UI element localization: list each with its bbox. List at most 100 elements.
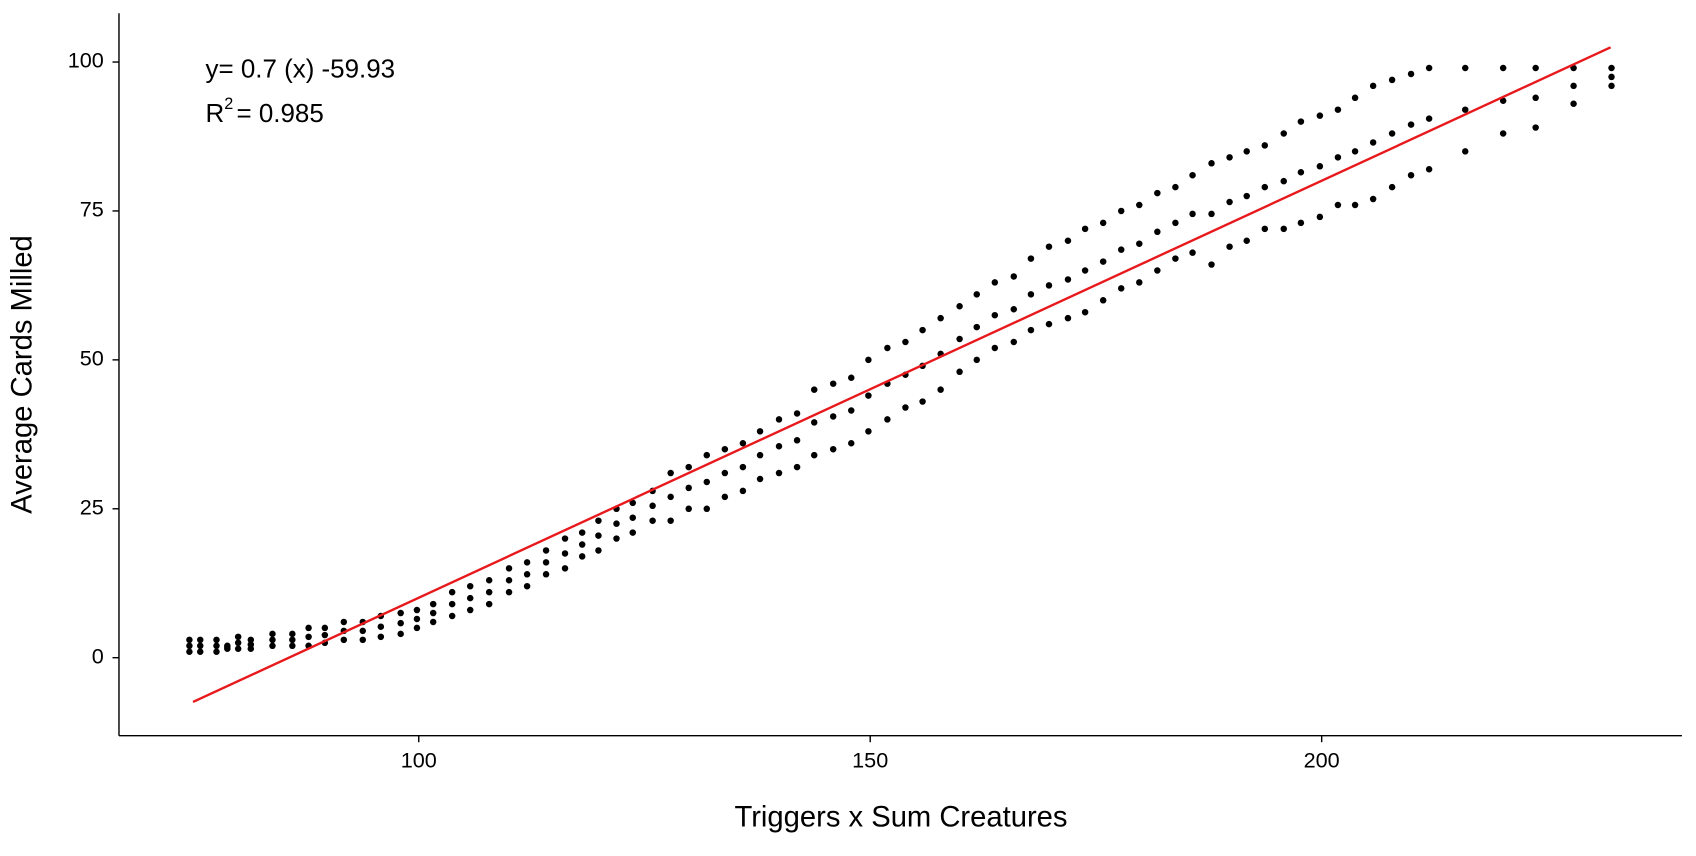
point	[973, 323, 981, 331]
point	[186, 642, 193, 650]
point	[703, 478, 711, 486]
point	[413, 624, 421, 632]
point	[1045, 243, 1053, 250]
point	[1570, 100, 1577, 107]
point	[829, 413, 837, 420]
point	[505, 577, 513, 584]
point	[865, 392, 872, 399]
point	[1425, 115, 1433, 122]
point	[1243, 148, 1250, 155]
point	[629, 514, 636, 521]
point	[213, 636, 220, 644]
point	[1027, 255, 1035, 262]
point	[1010, 273, 1018, 280]
point	[1226, 154, 1233, 161]
point	[1136, 279, 1143, 286]
point	[1407, 121, 1415, 128]
point	[865, 356, 872, 364]
y-tick-label: 100	[68, 48, 104, 73]
point	[973, 291, 981, 298]
point	[721, 469, 729, 477]
point	[1027, 291, 1035, 298]
point	[848, 440, 855, 447]
point	[1243, 237, 1250, 244]
point	[561, 550, 569, 557]
point	[649, 502, 656, 510]
point	[1208, 210, 1215, 218]
point	[1334, 201, 1342, 209]
y-tick-label: 25	[80, 494, 104, 519]
y-tick-label: 75	[80, 197, 104, 222]
point	[739, 487, 747, 495]
point	[561, 565, 569, 572]
point	[1461, 148, 1469, 155]
point	[902, 404, 909, 411]
point	[756, 451, 764, 459]
point	[247, 641, 255, 648]
point	[1369, 139, 1377, 146]
point	[1532, 94, 1539, 102]
point	[1351, 94, 1359, 102]
point	[505, 588, 513, 596]
point	[1388, 76, 1396, 84]
point	[413, 615, 421, 623]
point	[1369, 195, 1377, 203]
point	[629, 499, 636, 507]
point	[523, 559, 531, 566]
point	[1010, 305, 1018, 313]
point	[1154, 267, 1161, 274]
point	[196, 636, 204, 644]
equation: y= 0.7 (x) -59.93	[206, 55, 396, 83]
point	[578, 529, 586, 536]
point	[1351, 148, 1359, 155]
point	[919, 398, 926, 405]
point	[956, 303, 963, 310]
point	[542, 571, 550, 578]
point	[848, 374, 855, 381]
point	[1136, 201, 1143, 209]
point	[649, 517, 656, 524]
point	[1280, 130, 1287, 137]
point	[1461, 106, 1469, 113]
point	[1172, 219, 1179, 227]
point	[793, 463, 801, 471]
point	[186, 636, 193, 644]
point	[485, 588, 493, 596]
point	[561, 535, 569, 542]
point	[1189, 210, 1196, 218]
point	[756, 428, 764, 435]
point	[448, 588, 456, 596]
point	[234, 639, 242, 647]
point	[1154, 228, 1161, 236]
x-axis-title: Triggers x Sum Creatures	[734, 802, 1067, 834]
point	[429, 618, 437, 626]
point	[1189, 249, 1196, 256]
point	[1499, 130, 1507, 137]
point	[1154, 189, 1161, 197]
point	[775, 442, 783, 450]
point	[1099, 258, 1107, 265]
point	[1081, 267, 1089, 274]
point	[1297, 118, 1305, 125]
point	[1010, 338, 1018, 346]
point	[429, 609, 437, 617]
point	[739, 440, 747, 447]
point	[703, 451, 711, 459]
point	[448, 600, 456, 608]
point	[196, 642, 204, 650]
point	[1045, 282, 1053, 289]
point	[269, 636, 276, 644]
point	[1351, 201, 1359, 209]
point	[775, 469, 783, 477]
point	[1570, 82, 1577, 90]
point	[793, 410, 801, 417]
point	[340, 618, 348, 626]
point	[196, 648, 204, 655]
point	[1499, 97, 1507, 105]
point	[377, 623, 385, 630]
point	[321, 624, 329, 632]
point	[991, 311, 999, 319]
point	[1608, 64, 1615, 72]
point	[1280, 225, 1287, 233]
point	[1608, 82, 1615, 90]
